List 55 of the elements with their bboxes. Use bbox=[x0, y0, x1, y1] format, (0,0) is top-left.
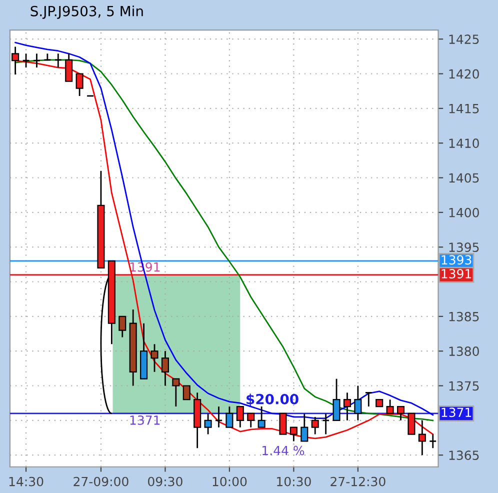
candlestick bbox=[204, 412, 212, 435]
candlestick bbox=[32, 52, 41, 68]
y-tick-label: 1395 bbox=[449, 242, 479, 252]
candlestick bbox=[364, 392, 373, 408]
y-tick-label: 1415 bbox=[449, 104, 479, 114]
candlestick bbox=[65, 52, 73, 82]
x-tick-label: 14:30 bbox=[9, 476, 44, 486]
candlestick bbox=[76, 73, 84, 97]
y-tick-label: 1385 bbox=[449, 312, 479, 322]
y-tick-label: 1380 bbox=[449, 346, 479, 356]
candlestick bbox=[408, 412, 416, 435]
y-tick-label: 1405 bbox=[449, 173, 479, 183]
candlestick bbox=[354, 385, 362, 422]
candlestick bbox=[428, 434, 437, 449]
x-tick-label: 10:30 bbox=[277, 476, 311, 486]
candlestick bbox=[247, 412, 255, 428]
candlestick bbox=[172, 378, 180, 408]
candlestick bbox=[150, 343, 158, 373]
annotation: $20.00 bbox=[246, 394, 298, 406]
y-tick-label: 1410 bbox=[449, 138, 479, 148]
candlestick bbox=[54, 52, 62, 68]
ref-line-label: 1371 bbox=[442, 408, 472, 418]
x-tick-label: 10:00 bbox=[212, 476, 247, 486]
candlestick bbox=[258, 406, 266, 428]
chart-title: S.JP.J9503, 5 Min bbox=[30, 6, 143, 19]
candlestick bbox=[300, 412, 308, 442]
x-tick-label: 27-09:00 bbox=[74, 476, 128, 486]
x-tick-label: 09:30 bbox=[148, 476, 182, 486]
ref-line-label: 1391 bbox=[442, 268, 472, 278]
y-tick-label: 1365 bbox=[449, 450, 479, 460]
candlestick bbox=[12, 46, 20, 76]
y-tick-label: 1425 bbox=[449, 34, 479, 44]
x-tick-label: 27-12:30 bbox=[330, 476, 386, 486]
candlestick bbox=[182, 385, 190, 400]
ref-line-label: 1393 bbox=[442, 255, 472, 265]
candlestick bbox=[118, 316, 126, 338]
y-tick-label: 1400 bbox=[449, 208, 479, 218]
candlestick bbox=[322, 412, 330, 435]
candlestick bbox=[236, 406, 244, 428]
candlestick bbox=[22, 52, 30, 68]
candlestick bbox=[226, 406, 234, 428]
annotation: 1371 bbox=[130, 415, 160, 425]
candlestick bbox=[418, 420, 426, 456]
candlestick bbox=[290, 426, 298, 442]
candlestick bbox=[332, 378, 340, 422]
y-tick-label: 1375 bbox=[449, 381, 479, 391]
y-tick-label: 1420 bbox=[449, 69, 479, 79]
candlestick bbox=[397, 406, 405, 422]
candlestick bbox=[279, 412, 287, 435]
candlestick bbox=[386, 398, 394, 414]
annotation: 1.44 % bbox=[262, 446, 304, 456]
candlestick bbox=[311, 416, 319, 435]
candlestick bbox=[343, 392, 351, 422]
candlestick bbox=[214, 406, 223, 428]
candlestick bbox=[161, 350, 169, 386]
